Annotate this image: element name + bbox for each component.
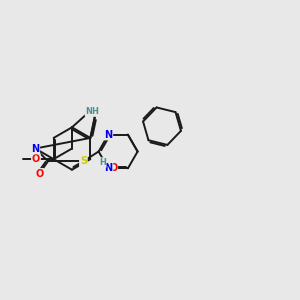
Text: N: N xyxy=(104,164,112,173)
Text: O: O xyxy=(109,164,117,173)
Text: N: N xyxy=(104,130,112,140)
Text: N: N xyxy=(31,143,39,154)
Text: NH: NH xyxy=(85,107,99,116)
Text: S: S xyxy=(80,156,87,166)
Text: O: O xyxy=(35,169,43,179)
Text: H: H xyxy=(99,158,106,167)
Text: O: O xyxy=(32,154,40,164)
